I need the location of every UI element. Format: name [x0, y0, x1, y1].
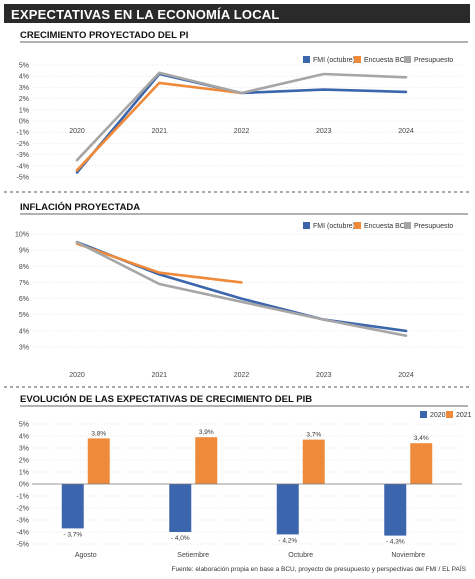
chart-1-legend-label: FMI (octubre): [313, 57, 355, 64]
chart-1-y-tick: -4%: [17, 163, 29, 170]
chart-1-legend-swatch: [404, 56, 411, 63]
chart-1-y-tick: -1%: [17, 130, 29, 137]
chart-2-legend-swatch: [354, 222, 361, 229]
chart-1-y-tick: 5%: [19, 63, 29, 70]
chart-3-title: EVOLUCIÓN DE LAS EXPECTATIVAS DE CRECIMI…: [20, 393, 312, 405]
chart-1-y-tick: 1%: [19, 107, 29, 114]
chart-3-y-tick: 2%: [19, 458, 29, 465]
chart-1-y-tick: -3%: [17, 152, 29, 159]
chart-2-x-tick: 2023: [316, 372, 332, 379]
chart-3-x-tick: Agosto: [75, 552, 97, 559]
chart-2-series-encuesta-bcu: [75, 242, 243, 284]
chart-2-legend-label: Presupuesto: [414, 223, 453, 230]
chart-3-y-tick: -3%: [17, 518, 29, 525]
chart-3-y-tick: -5%: [17, 542, 29, 549]
chart-1-y-tick: 4%: [19, 74, 29, 81]
chart-3-data-label: - 4,2%: [278, 537, 297, 544]
chart-2-x-tick: 2024: [398, 372, 414, 379]
chart-3-data-label: 3,7%: [306, 432, 321, 439]
chart-1-title: CRECIMIENTO PROYECTADO DEL PI: [20, 30, 188, 41]
chart-1-series-encuesta-bcu: [75, 81, 243, 172]
chart-3-bar-2021: [87, 438, 110, 484]
chart-1-x-tick: 2024: [398, 128, 414, 135]
chart-3-bar-2020: [169, 484, 192, 532]
chart-2-x-tick: 2020: [69, 372, 85, 379]
chart-1-y-tick: -5%: [17, 175, 29, 182]
chart-3-bar-2021: [410, 443, 433, 484]
chart-1-y-tick: 2%: [19, 96, 29, 103]
chart-3-y-tick: 3%: [19, 446, 29, 453]
chart-2-y-tick: 9%: [19, 248, 29, 255]
chart-1-legend-swatch: [354, 56, 361, 63]
chart-1-x-tick: 2023: [316, 128, 332, 135]
chart-2-y-tick: 7%: [19, 280, 29, 287]
header-banner: EXPECTATIVAS EN LA ECONOMÍA LOCAL: [4, 4, 470, 23]
chart-1-x-tick: 2020: [69, 128, 85, 135]
chart-1-y-tick: 0%: [19, 119, 29, 126]
chart-3-data-label: - 4,0%: [171, 535, 190, 542]
chart-1-legend-label: Presupuesto: [414, 57, 453, 64]
chart-3-y-tick: 1%: [19, 470, 29, 477]
chart-2-legend-label: Encuesta BCU: [364, 223, 410, 230]
chart-2-legend-label: FMI (octubre): [313, 223, 355, 230]
chart-3-bar-2020: [384, 484, 407, 536]
chart-2-x-tick: 2021: [151, 372, 167, 379]
chart-3-x-tick: Setiembre: [177, 552, 209, 559]
chart-2-title: INFLACIÓN PROYECTADA: [20, 201, 140, 213]
chart-3-x-tick: Noviembre: [391, 552, 425, 559]
chart-3-y-tick: -4%: [17, 530, 29, 537]
chart-3-bar-2021: [302, 439, 325, 484]
chart-2-x-tick: 2022: [234, 372, 250, 379]
chart-3-legend-swatch: [446, 411, 453, 418]
source-note: Fuente: elaboración propia en base a BCU…: [172, 564, 467, 573]
chart-2-y-tick: 6%: [19, 296, 29, 303]
chart-3-y-tick: -1%: [17, 494, 29, 501]
chart-1-y-tick: -2%: [17, 141, 29, 148]
chart-2-series-fmi-octubre-: [75, 240, 408, 333]
chart-1-series-presupuesto: [75, 71, 408, 162]
chart-1-series-fmi-octubre-: [75, 72, 408, 174]
chart-3-data-label: 3,4%: [414, 435, 429, 442]
chart-1-x-tick: 2022: [234, 128, 250, 135]
chart-3-data-label: - 4,3%: [386, 539, 405, 546]
chart-3-legend-label: 2020: [430, 412, 446, 419]
chart-3-y-tick: 5%: [19, 422, 29, 429]
chart-3-y-tick: -2%: [17, 506, 29, 513]
chart-3-bar-2020: [276, 484, 299, 535]
chart-3-legend-label: 2021: [456, 412, 472, 419]
chart-2-y-tick: 5%: [19, 312, 29, 319]
chart-1-x-tick: 2021: [151, 128, 167, 135]
chart-3-data-label: 3,9%: [199, 429, 214, 436]
chart-3-data-label: 3,8%: [91, 430, 106, 437]
chart-3-y-tick: 4%: [19, 434, 29, 441]
chart-2-legend-swatch: [303, 222, 310, 229]
chart-2-series-presupuesto: [75, 240, 408, 338]
chart-2-y-tick: 4%: [19, 328, 29, 335]
chart-3-data-label: - 3,7%: [63, 531, 82, 538]
chart-3-x-tick: Octubre: [288, 552, 313, 559]
chart-3-legend-swatch: [420, 411, 427, 418]
chart-2-y-tick: 8%: [19, 264, 29, 271]
chart-2-legend-swatch: [404, 222, 411, 229]
chart-2-y-tick: 3%: [19, 345, 29, 352]
chart-3-y-tick: 0%: [19, 482, 29, 489]
chart-1-legend-swatch: [303, 56, 310, 63]
chart-3-bar-2021: [195, 437, 218, 484]
chart-3-bar-2020: [61, 484, 84, 529]
chart-1-legend-label: Encuesta BCU: [364, 57, 410, 64]
chart-2-y-tick: 10%: [15, 232, 29, 239]
chart-1-y-tick: 3%: [19, 85, 29, 92]
page-title: EXPECTATIVAS EN LA ECONOMÍA LOCAL: [11, 7, 280, 22]
